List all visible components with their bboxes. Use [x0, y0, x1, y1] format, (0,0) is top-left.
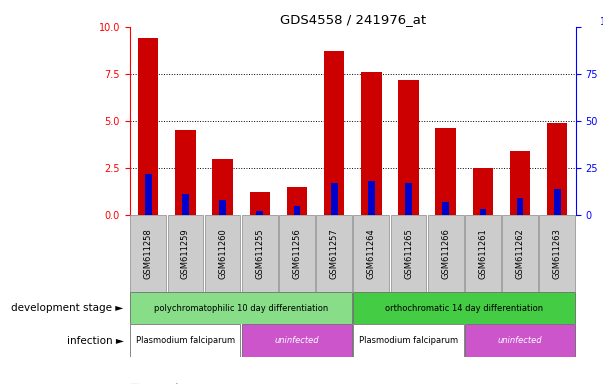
- FancyBboxPatch shape: [465, 215, 500, 292]
- FancyBboxPatch shape: [353, 215, 389, 292]
- FancyBboxPatch shape: [130, 215, 166, 292]
- FancyBboxPatch shape: [391, 215, 426, 292]
- FancyBboxPatch shape: [353, 324, 464, 357]
- FancyBboxPatch shape: [242, 324, 352, 357]
- Bar: [547, 123, 567, 215]
- Bar: [361, 72, 382, 215]
- Bar: [138, 38, 159, 215]
- FancyBboxPatch shape: [130, 324, 241, 357]
- Text: orthochromatic 14 day differentiation: orthochromatic 14 day differentiation: [385, 304, 543, 313]
- Bar: [331, 183, 338, 215]
- FancyBboxPatch shape: [242, 215, 277, 292]
- Bar: [368, 181, 374, 215]
- Bar: [287, 187, 307, 215]
- Text: GSM611258: GSM611258: [144, 228, 153, 279]
- Text: GSM611266: GSM611266: [441, 228, 450, 279]
- Bar: [250, 192, 270, 215]
- FancyBboxPatch shape: [353, 292, 575, 324]
- Bar: [405, 183, 412, 215]
- Bar: [443, 202, 449, 215]
- Text: GSM611265: GSM611265: [404, 228, 413, 279]
- Bar: [517, 198, 523, 215]
- FancyBboxPatch shape: [465, 324, 575, 357]
- Text: Plasmodium falciparum: Plasmodium falciparum: [136, 336, 235, 345]
- Bar: [256, 211, 263, 215]
- Bar: [554, 189, 561, 215]
- Text: GSM611255: GSM611255: [255, 228, 264, 279]
- Text: GSM611261: GSM611261: [478, 228, 487, 279]
- Text: polychromatophilic 10 day differentiation: polychromatophilic 10 day differentiatio…: [154, 304, 328, 313]
- Text: GSM611263: GSM611263: [553, 228, 562, 279]
- FancyBboxPatch shape: [317, 215, 352, 292]
- FancyBboxPatch shape: [168, 215, 203, 292]
- Bar: [479, 209, 486, 215]
- Text: uninfected: uninfected: [274, 336, 320, 345]
- Title: GDS4558 / 241976_at: GDS4558 / 241976_at: [280, 13, 426, 26]
- Bar: [473, 168, 493, 215]
- FancyBboxPatch shape: [428, 215, 464, 292]
- Text: 100%: 100%: [601, 17, 603, 27]
- Bar: [145, 174, 151, 215]
- Text: count: count: [151, 383, 180, 384]
- Text: GSM611257: GSM611257: [330, 228, 339, 279]
- FancyBboxPatch shape: [279, 215, 315, 292]
- Text: GSM611256: GSM611256: [292, 228, 302, 279]
- FancyBboxPatch shape: [205, 215, 241, 292]
- Bar: [175, 131, 195, 215]
- FancyBboxPatch shape: [130, 292, 352, 324]
- Text: GSM611259: GSM611259: [181, 228, 190, 279]
- Bar: [182, 194, 189, 215]
- Text: infection ►: infection ►: [67, 336, 124, 346]
- Bar: [219, 200, 226, 215]
- Bar: [510, 151, 530, 215]
- Bar: [435, 129, 456, 215]
- Bar: [212, 159, 233, 215]
- Bar: [294, 206, 300, 215]
- Text: uninfected: uninfected: [497, 336, 543, 345]
- FancyBboxPatch shape: [540, 215, 575, 292]
- Text: GSM611262: GSM611262: [516, 228, 525, 279]
- Text: GSM611260: GSM611260: [218, 228, 227, 279]
- Text: Plasmodium falciparum: Plasmodium falciparum: [359, 336, 458, 345]
- Text: development stage ►: development stage ►: [11, 303, 124, 313]
- Text: GSM611264: GSM611264: [367, 228, 376, 279]
- Bar: [324, 51, 344, 215]
- FancyBboxPatch shape: [502, 215, 538, 292]
- Bar: [399, 79, 418, 215]
- Text: ■: ■: [130, 383, 140, 384]
